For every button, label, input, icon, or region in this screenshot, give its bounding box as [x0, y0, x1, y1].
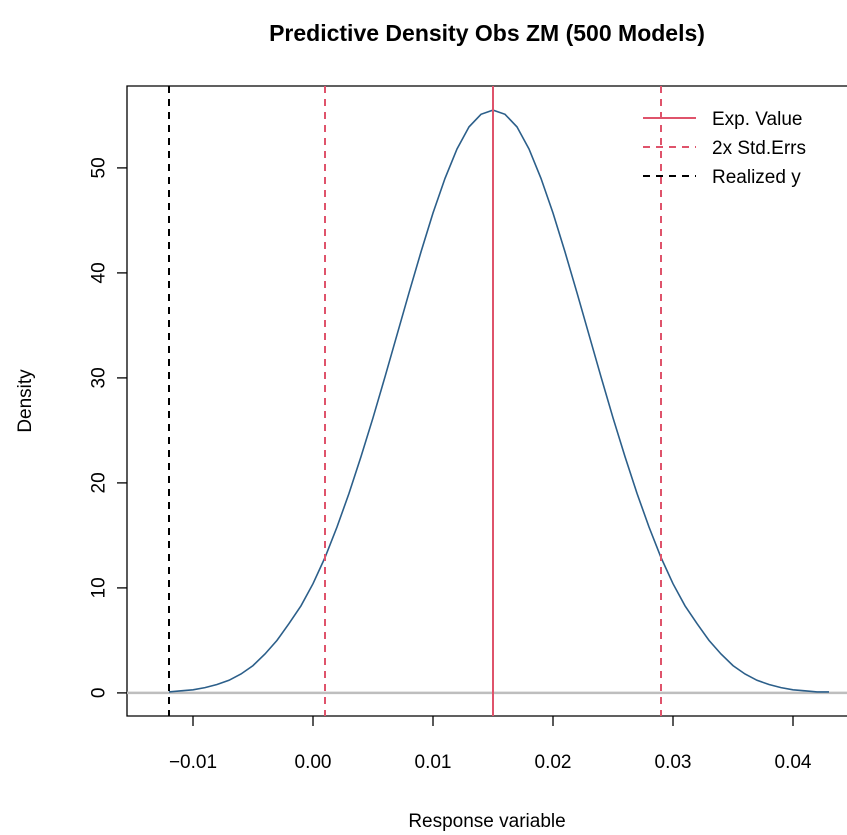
x-axis-label: Response variable — [408, 811, 565, 832]
x-tick-label: 0.01 — [415, 752, 452, 773]
y-tick-label: 0 — [89, 688, 110, 699]
x-tick-label: 0.03 — [655, 752, 692, 773]
plot-frame — [126, 85, 847, 717]
density-curve — [168, 109, 829, 693]
y-tick-label: 20 — [89, 472, 110, 493]
y-tick-label: 10 — [89, 577, 110, 598]
legend-label: Realized y — [712, 167, 801, 188]
x-tick-label: 0.00 — [295, 752, 332, 773]
y-axis-label: Density — [15, 369, 36, 433]
y-tick-label: 50 — [89, 157, 110, 178]
chart-title: Predictive Density Obs ZM (500 Models) — [269, 20, 705, 46]
x-tick-label: 0.04 — [775, 752, 812, 773]
legend-label: 2x Std.Errs — [712, 138, 806, 159]
y-tick-label: 40 — [89, 262, 110, 283]
plot-area: −0.01 0.00 0.01 0.02 0.03 0.04 0 10 20 30 40 50 Exp.… — [89, 85, 847, 773]
x-tick-label: −0.01 — [169, 752, 217, 773]
y-tick-label: 30 — [89, 367, 110, 388]
legend-label: Exp. Value — [712, 109, 802, 130]
x-tick-label: 0.02 — [535, 752, 572, 773]
